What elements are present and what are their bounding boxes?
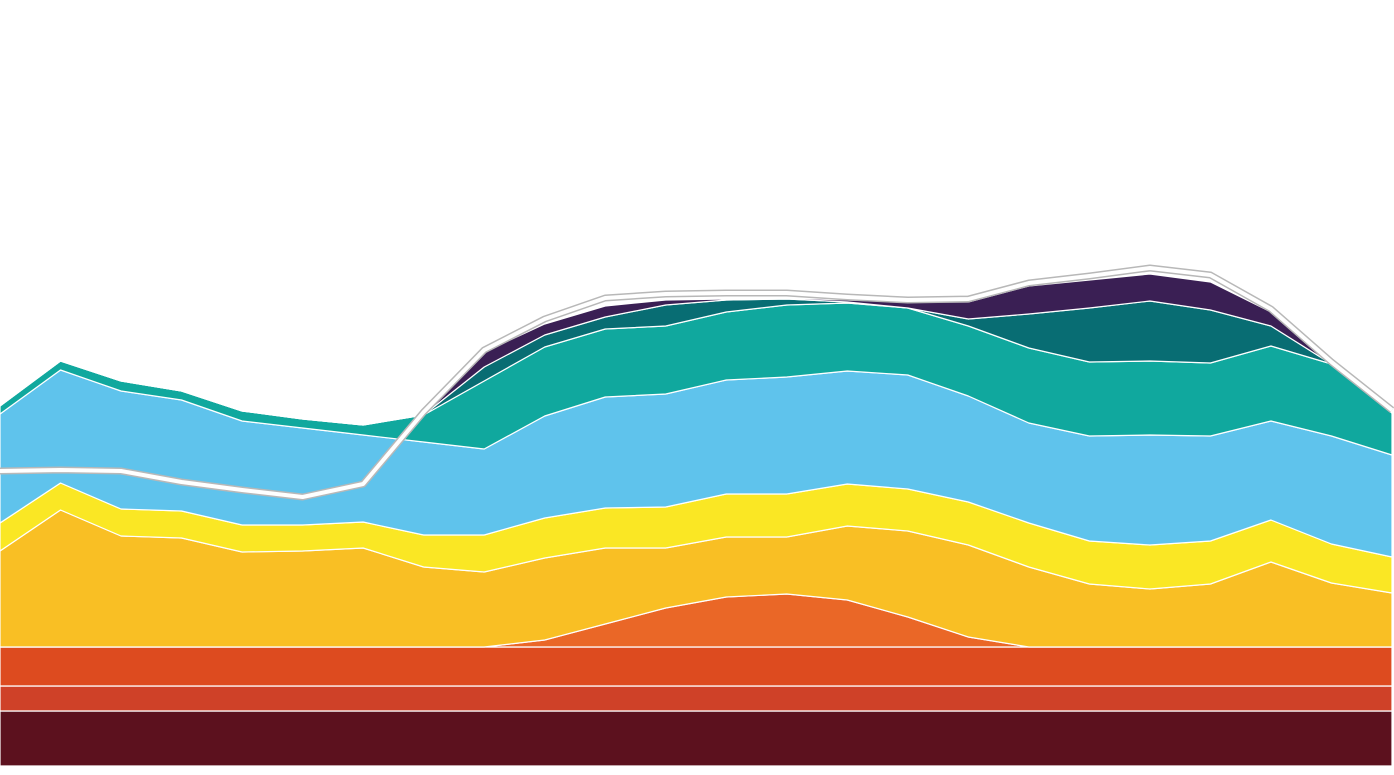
- area: [0, 685, 1393, 712]
- area: [0, 710, 1393, 767]
- area: [0, 646, 1393, 687]
- line: [0, 266, 1394, 499]
